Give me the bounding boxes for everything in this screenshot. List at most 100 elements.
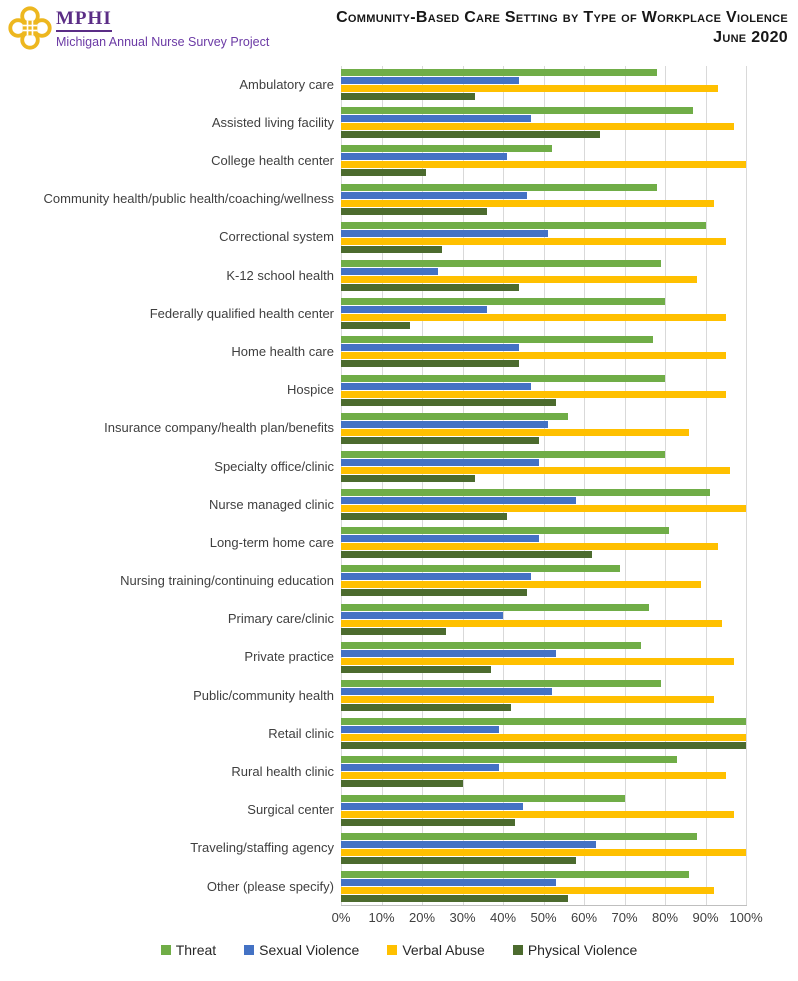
bar-verbal-abuse [341,237,726,245]
bar-verbal-abuse [341,696,714,703]
category-label: Traveling/staffing agency [190,840,334,856]
bar-group [341,257,747,295]
x-tick: 90% [692,910,719,925]
bar-sexual-violence [341,611,503,619]
bar-threat [341,794,625,802]
x-axis: 0% 10% 20% 30% 40% 50% 60% 70% 80% 90% 100% [332,910,763,926]
bar-physical-violence [341,627,447,635]
gridline [381,66,383,907]
bar-sexual-violence [341,153,508,161]
bar-sexual-violence [341,802,524,810]
bar-physical-violence [341,856,576,864]
bar-physical-violence [341,207,487,215]
category-row: Nursing training/continuing education [4,562,748,600]
gridline [624,66,626,907]
bar-threat [341,680,661,687]
gridline [503,66,504,907]
bar-group [341,868,747,906]
bar-group [341,66,747,104]
category-row: College health center [4,142,748,180]
bar-physical-violence [341,169,427,177]
category-label: Correctional system [219,229,334,245]
gridline [462,66,464,907]
bar-group [341,486,747,524]
mphi-subtitle: Michigan Annual Nurse Survey Project [56,34,270,49]
bar-group [341,104,747,142]
bar-sexual-violence [341,267,439,275]
bar-verbal-abuse [341,428,690,436]
category-row: Rural health clinic [4,753,748,791]
bar-physical-violence [341,93,475,100]
bar-threat [341,336,653,344]
category-label: Insurance company/health plan/benefits [104,420,334,436]
bar-group [341,372,747,410]
bar-group [341,792,747,830]
bar-verbal-abuse [341,161,746,169]
x-tick: 50% [530,910,557,925]
category-label: Long-term home care [209,534,334,550]
x-tick: 60% [570,910,598,925]
legend-item-threat: Threat [160,942,216,958]
category-row: Traveling/staffing agency [4,830,748,868]
bar-group [341,753,747,791]
bar-verbal-abuse [341,543,718,551]
legend-label: Physical Violence [527,942,638,958]
category-label: Retail clinic [268,725,334,741]
bar-threat [341,489,710,497]
bar-sexual-violence [341,382,532,390]
bar-threat [341,145,552,153]
bar-group [341,562,747,600]
x-tick: 20% [408,910,436,925]
bar-group [341,601,747,639]
legend-marker [160,945,171,955]
bar-verbal-abuse [341,619,722,627]
mphi-logo: MPHI Michigan Annual Nurse Survey Projec… [8,6,269,50]
bar-physical-violence [341,780,463,788]
legend-label: Verbal Abuse [402,942,485,958]
bar-threat [341,641,641,649]
category-row: Long-term home care [4,524,748,562]
gridline [665,66,666,907]
bar-physical-violence [341,360,520,368]
category-row: Primary care/clinic [4,601,748,639]
bar-threat [341,718,746,726]
category-label: Specialty office/clinic [214,458,334,474]
bar-verbal-abuse [341,123,734,131]
bar-threat [341,298,665,306]
bar-sexual-violence [341,458,540,466]
bar-sexual-violence [341,497,576,505]
bar-threat [341,183,657,191]
bar-threat [341,870,690,878]
category-label: Primary care/clinic [227,611,334,627]
bar-threat [341,107,694,115]
bar-threat [341,221,706,229]
bar-sexual-violence [341,535,540,543]
bar-verbal-abuse [341,314,726,322]
legend-label: Sexual Violence [259,942,360,958]
bar-group [341,677,747,715]
bar-physical-violence [341,436,540,444]
category-row: Retail clinic [4,715,748,753]
gridline [543,66,545,907]
x-tick: 0% [331,910,351,925]
chart-rows: Ambulatory care Assisted living facility C… [4,66,748,906]
bar-physical-violence [341,704,512,711]
bar-group [341,181,747,219]
bar-threat [341,259,661,267]
bar-physical-violence [341,322,410,330]
category-row: K-12 school health [4,257,748,295]
x-tick: 70% [611,910,638,925]
bar-group [341,639,747,677]
bar-physical-violence [341,474,475,482]
bar-group [341,333,747,371]
category-row: Public/community health [4,677,748,715]
bar-threat [341,527,670,535]
bar-group [341,448,747,486]
bar-sexual-violence [341,77,520,84]
category-row: Hospice [4,372,748,410]
bar-physical-violence [341,131,601,139]
category-row: Other (please specify) [4,868,748,906]
category-row: Private practice [4,639,748,677]
mphi-acronym: MPHI [56,9,112,32]
